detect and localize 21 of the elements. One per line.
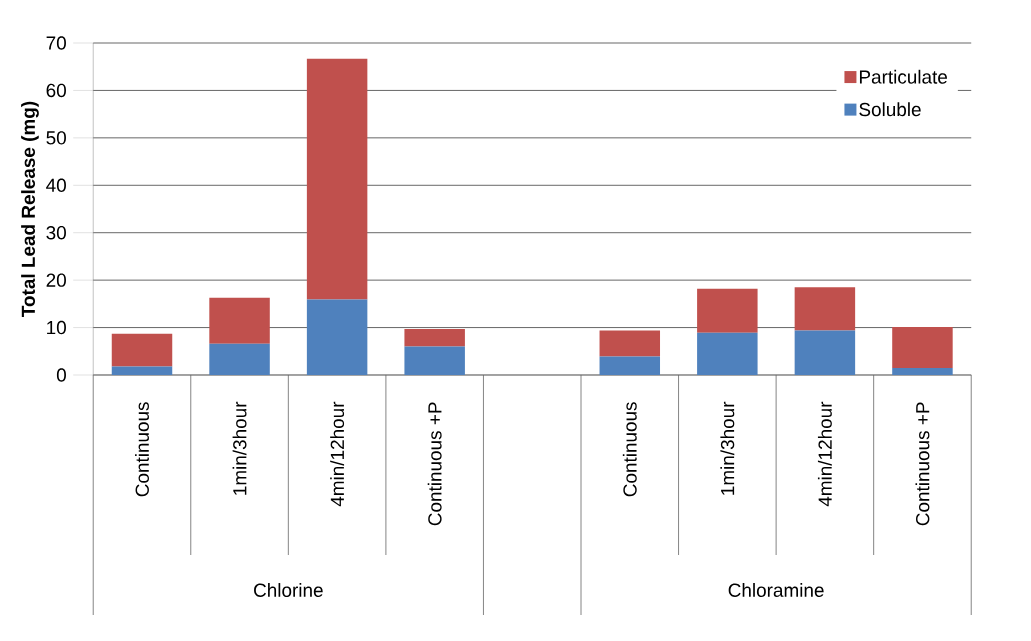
y-tick-label: 70 — [46, 36, 66, 50]
y-tick-label: 10 — [47, 320, 66, 335]
y-tick-label: 30 — [46, 226, 66, 240]
text: Chlorine — [254, 583, 323, 597]
y-tick-label: 60 — [46, 83, 66, 98]
y-tick-label: 50 — [46, 131, 66, 145]
y-tick-label: 40 — [46, 178, 66, 192]
x-tick-label: Continuous +P — [915, 402, 930, 526]
x-tick-label: Continuous +P — [427, 402, 442, 526]
y-tick-label: 20 — [46, 273, 66, 287]
x-tick-label: Continuous — [622, 402, 637, 497]
text: Chloramine — [728, 583, 824, 597]
y-tick-label: 0 — [56, 368, 66, 382]
x-tick-label: 1min/3hour — [232, 401, 247, 495]
x-tick-label: 1min/3hour — [720, 401, 735, 495]
x-tick-label: 4min/12hour — [817, 401, 832, 507]
x-tick-label: 4min/12hour — [330, 401, 345, 507]
legend-label: Particulate — [859, 69, 948, 84]
y-axis-title: Total Lead Release (mg) — [21, 101, 39, 317]
legend-label: Soluble — [859, 102, 921, 117]
x-tick-label: Continuous — [135, 402, 149, 497]
